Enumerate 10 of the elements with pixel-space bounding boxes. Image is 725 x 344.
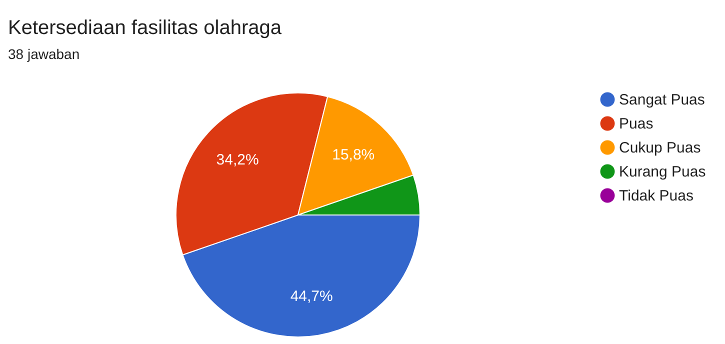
data-label: 15,8% — [332, 146, 375, 164]
data-label: 44,7% — [290, 288, 333, 305]
legend-label: Puas — [619, 116, 654, 132]
legend-label: Kurang Puas — [619, 164, 706, 180]
legend-label: Cukup Puas — [619, 140, 701, 156]
data-label: 34,2% — [216, 152, 259, 169]
legend-label: Tidak Puas — [619, 188, 694, 204]
legend-label: Sangat Puas — [619, 92, 705, 108]
text: 38 jawaban — [8, 46, 80, 62]
chart-title: Ketersediaan fasilitas olahraga — [8, 17, 282, 39]
